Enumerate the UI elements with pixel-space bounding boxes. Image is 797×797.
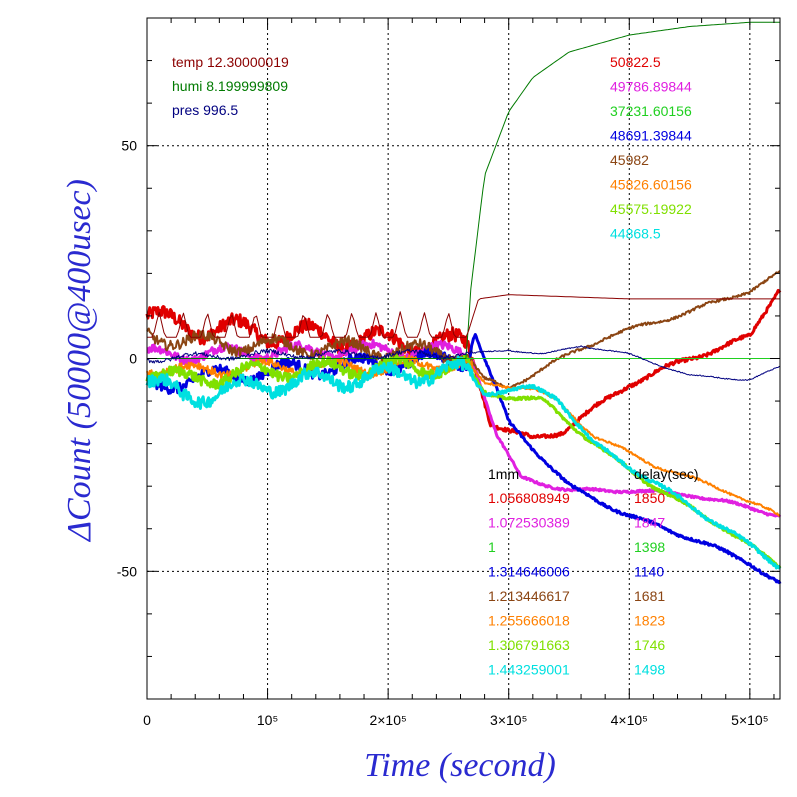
series-line (146, 345, 781, 381)
table-factor: 1.314646006 (488, 564, 570, 580)
x-tick-label: 3×10⁵ (490, 712, 527, 728)
table-factor: 1.213446617 (488, 588, 570, 604)
count-legend-entry: 45575.19922 (610, 201, 692, 217)
series-line (147, 21, 780, 359)
x-tick-label: 10⁵ (257, 712, 278, 728)
table-delay: 1498 (634, 662, 665, 678)
x-tick-label: 0 (143, 712, 151, 728)
count-legend-entry: 50822.5 (610, 54, 661, 70)
y-tick-label: 0 (129, 351, 137, 367)
tick-layer: 0 10⁵ 2×10⁵ 3×10⁵ 4×10⁵ 5×10⁵ -50 0 50 (117, 18, 780, 728)
x-tick-label: 2×10⁵ (369, 712, 406, 728)
count-legend-entry: 44868.5 (610, 226, 661, 242)
table-factor: 1.255666018 (488, 613, 570, 629)
table-delay: 1140 (634, 564, 664, 580)
legend-layer: temp 12.30000019 humi 8.199999809 pres 996… (172, 54, 699, 678)
table-header-factor: 1mm (488, 466, 519, 482)
table-factor: 1.056808949 (488, 490, 570, 506)
y-tick-label: -50 (117, 563, 137, 579)
x-tick-label: 5×10⁵ (731, 712, 768, 728)
table-delay: 1746 (634, 637, 665, 653)
count-legend-entry: 37231.60156 (610, 103, 692, 119)
table-delay: 1847 (634, 515, 665, 531)
table-delay: 1398 (634, 539, 665, 555)
table-factor: 1 (488, 539, 496, 555)
table-delay: 1823 (634, 613, 665, 629)
series-line (147, 294, 780, 338)
count-legend-entry: 45982 (610, 152, 649, 168)
env-legend-entry: temp 12.30000019 (172, 54, 289, 70)
count-legend-entry: 45826.60156 (610, 177, 692, 193)
series-layer (145, 21, 782, 585)
env-legend-entry: humi 8.199999809 (172, 78, 288, 94)
table-factor: 1.306791663 (488, 637, 570, 653)
table-delay: 1850 (634, 490, 665, 506)
table-delay: 1681 (634, 588, 665, 604)
table-factor: 1.443259001 (488, 662, 570, 678)
count-legend-entry: 49786.89844 (610, 79, 692, 95)
x-axis-title: Time (second) (364, 747, 556, 784)
env-legend-entry: pres 996.5 (172, 102, 238, 118)
series-line (145, 355, 782, 570)
x-tick-label: 4×10⁵ (611, 712, 648, 728)
table-factor: 1.072530389 (488, 515, 570, 531)
y-axis-title: ΔCount (50000@400usec) (61, 179, 98, 543)
y-tick-label: 50 (121, 138, 137, 154)
table-header-delay: delay(sec) (634, 466, 699, 482)
count-legend-entry: 48691.39844 (610, 128, 692, 144)
